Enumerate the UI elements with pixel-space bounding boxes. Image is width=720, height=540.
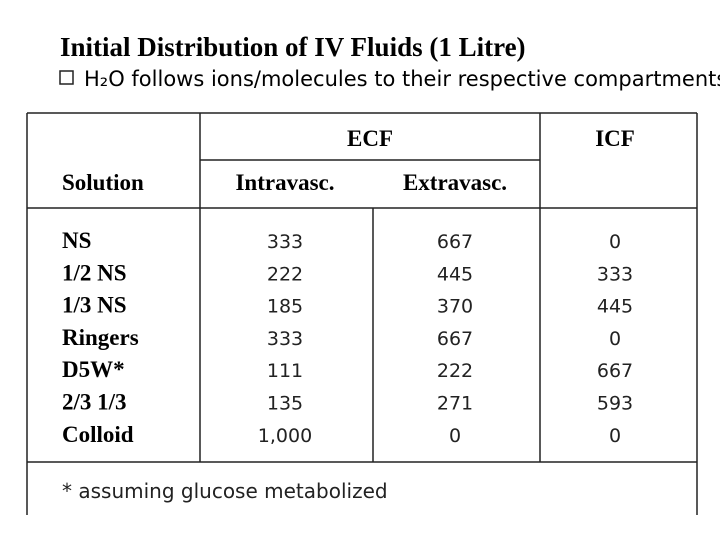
cell-value: 135 xyxy=(267,393,303,415)
cell-value: 333 xyxy=(267,231,303,253)
table-frame xyxy=(26,112,698,515)
cell-value: 370 xyxy=(437,296,473,318)
cell-value: 667 xyxy=(597,360,633,382)
cell-value: 111 xyxy=(267,360,303,382)
column-header: Solution xyxy=(62,170,144,195)
group-header: ECF xyxy=(347,126,393,151)
solution-name: Ringers xyxy=(62,325,139,350)
column-header: Intravasc. xyxy=(235,170,334,195)
cell-value: 445 xyxy=(597,296,633,318)
cell-value: 667 xyxy=(437,328,473,350)
solution-name: Colloid xyxy=(62,422,134,447)
group-header: ICF xyxy=(595,126,635,151)
solution-name: 1/2 NS xyxy=(62,260,127,285)
solution-name: 2/3 1/3 xyxy=(62,390,127,415)
cell-value: 1,000 xyxy=(258,425,312,447)
solution-name: 1/3 NS xyxy=(62,293,127,318)
table-body: NS 333 667 0 1/2 NS 222 445 333 1/3 NS 185 370 445 R… xyxy=(62,228,633,447)
cell-value: 333 xyxy=(267,328,303,350)
slide-title: Initial Distribution of IV Fluids (1 Lit… xyxy=(60,32,526,62)
cell-value: 593 xyxy=(597,393,633,415)
column-header: Extravasc. xyxy=(403,170,507,195)
cell-value: 0 xyxy=(609,425,621,447)
cell-value: 0 xyxy=(609,231,621,253)
subtitle: H₂O follows ions/molecules to their resp… xyxy=(84,67,720,91)
cell-value: 667 xyxy=(437,231,473,253)
cell-value: 271 xyxy=(437,393,473,415)
checkbox-bullet xyxy=(59,70,74,85)
cell-value: 0 xyxy=(609,328,621,350)
cell-value: 445 xyxy=(437,263,473,285)
cell-value: 222 xyxy=(267,263,303,285)
cell-value: 222 xyxy=(437,360,473,382)
cell-value: 185 xyxy=(267,296,303,318)
solution-name: D5W* xyxy=(62,357,125,382)
cell-value: 333 xyxy=(597,263,633,285)
cell-value: 0 xyxy=(449,425,461,447)
solution-name: NS xyxy=(62,228,91,253)
footnote: * assuming glucose metabolized xyxy=(62,479,388,503)
